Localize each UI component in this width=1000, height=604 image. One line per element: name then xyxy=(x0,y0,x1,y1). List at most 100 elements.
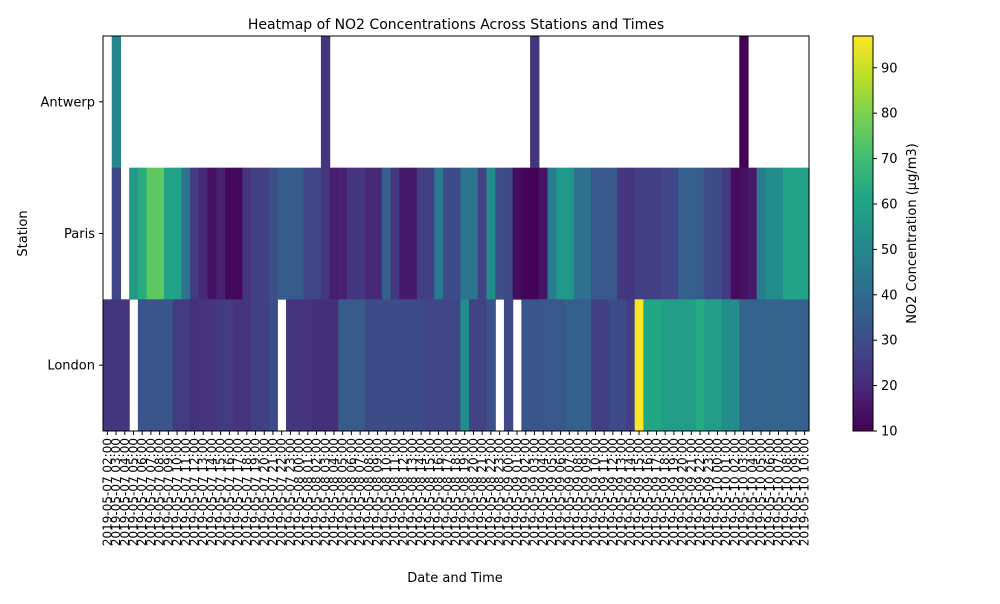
x-tick-label: 2019-05-08 09:00 xyxy=(371,438,385,546)
heatmap-cell xyxy=(721,167,732,300)
x-tick-label: 2019-05-09 10:00 xyxy=(588,438,602,546)
heatmap-cell xyxy=(634,299,644,432)
heatmap-cell xyxy=(756,167,767,300)
colorbar-tick-label: 50 xyxy=(881,243,898,258)
heatmap-cells xyxy=(103,36,810,432)
y-axis-ticks: Antwerp Paris London xyxy=(41,95,103,374)
x-tick-label: 2019-05-07 04:00 xyxy=(118,438,132,546)
heatmap-cell xyxy=(460,167,470,300)
heatmap-cell xyxy=(303,167,313,300)
x-tick-label: 2019-05-08 16:00 xyxy=(432,438,446,546)
heatmap-cell xyxy=(704,167,714,300)
heatmap-cell xyxy=(251,299,261,432)
x-tick-label: 2019-05-07 02:00 xyxy=(100,438,114,546)
x-tick-label: 2019-05-07 19:00 xyxy=(249,438,263,546)
heatmap-cell xyxy=(390,299,400,432)
heatmap-cell xyxy=(399,299,409,432)
heatmap-cell xyxy=(495,167,505,300)
heatmap-cell xyxy=(739,36,749,168)
x-tick-label: 2019-05-08 03:00 xyxy=(318,438,332,546)
x-tick-label: 2019-05-09 23:00 xyxy=(702,438,716,546)
x-tick-label: 2019-05-07 12:00 xyxy=(188,438,202,546)
heatmap-cell xyxy=(181,167,191,300)
heatmap-cell xyxy=(320,36,331,168)
x-tick-label: 2019-05-08 22:00 xyxy=(484,438,498,546)
heatmap-cell xyxy=(190,299,200,432)
x-tick-label: 2019-05-10 07:00 xyxy=(771,438,785,546)
colorbar-tick-label: 40 xyxy=(881,288,898,303)
heatmap-cell xyxy=(530,167,540,300)
x-tick-label: 2019-05-09 19:00 xyxy=(667,438,681,546)
heatmap-cell xyxy=(312,167,322,300)
heatmap-cell xyxy=(225,299,235,432)
heatmap-cell xyxy=(198,167,209,300)
x-tick-label: 2019-05-08 14:00 xyxy=(414,438,428,546)
colorbar-tick-label: 70 xyxy=(881,152,898,167)
x-tick-label: 2019-05-07 15:00 xyxy=(214,438,228,546)
heatmap-cell xyxy=(721,299,732,432)
x-tick-label: 2019-05-09 21:00 xyxy=(684,438,698,546)
heatmap-cell xyxy=(686,167,697,300)
heatmap-cell xyxy=(730,167,740,300)
x-tick-label: 2019-05-08 01:00 xyxy=(301,438,315,546)
heatmap-cell xyxy=(408,299,418,432)
x-tick-label: 2019-05-10 08:00 xyxy=(780,438,794,546)
heatmap-cell xyxy=(390,167,400,300)
heatmap-cell xyxy=(486,167,496,300)
heatmap-cell xyxy=(547,167,557,300)
chart-title: Heatmap of NO2 Concentrations Across Sta… xyxy=(248,17,664,33)
heatmap-cell xyxy=(425,167,435,300)
x-tick-label: 2019-05-09 08:00 xyxy=(571,438,585,546)
x-tick-label: 2019-05-08 11:00 xyxy=(388,438,402,546)
heatmap-cell xyxy=(111,299,122,432)
heatmap-cell xyxy=(591,167,601,300)
heatmap-cell xyxy=(713,167,723,300)
heatmap-cell xyxy=(216,299,226,432)
x-axis-label: Date and Time xyxy=(407,571,503,586)
heatmap-cell xyxy=(111,36,122,168)
heatmap-cell xyxy=(225,167,235,300)
heatmap-cell xyxy=(364,167,374,300)
heatmap-cell xyxy=(207,167,217,300)
x-tick-label: 2019-05-08 23:00 xyxy=(493,438,507,546)
heatmap-cell xyxy=(338,167,348,300)
colorbar-tick-label: 10 xyxy=(881,425,898,440)
x-tick-label: 2019-05-09 05:00 xyxy=(545,438,559,546)
x-tick-label: 2019-05-09 22:00 xyxy=(693,438,707,546)
x-tick-label: 2019-05-08 02:00 xyxy=(310,438,324,546)
heatmap-cell xyxy=(242,167,252,300)
heatmap-cell xyxy=(538,299,549,432)
heatmap-cell xyxy=(625,167,636,300)
heatmap-cell xyxy=(643,167,653,300)
x-tick-label: 2019-05-07 17:00 xyxy=(231,438,245,546)
heatmap-cell xyxy=(469,299,479,432)
heatmap-cell xyxy=(172,167,183,300)
x-tick-label: 2019-05-10 10:00 xyxy=(798,438,812,546)
colorbar-tick-label: 30 xyxy=(881,334,898,349)
heatmap-cell xyxy=(608,299,618,432)
x-tick-label: 2019-05-07 23:00 xyxy=(283,438,297,546)
heatmap-cell xyxy=(381,167,392,300)
heatmap-cell xyxy=(320,167,331,300)
x-tick-label: 2019-05-08 21:00 xyxy=(475,438,489,546)
colorbar-tick-label: 90 xyxy=(881,61,898,76)
x-tick-label: 2019-05-09 15:00 xyxy=(632,438,646,546)
heatmap-cell xyxy=(765,299,775,432)
heatmap-cell xyxy=(286,167,296,300)
heatmap-cell xyxy=(216,167,226,300)
heatmap-cell xyxy=(678,167,688,300)
x-tick-label: 2019-05-07 22:00 xyxy=(275,438,289,546)
heatmap-cell xyxy=(294,299,305,432)
colorbar-ticks: 10 20 30 40 50 60 70 80 90 xyxy=(873,61,898,440)
heatmap-cell xyxy=(460,299,470,432)
x-tick-label: 2019-05-09 18:00 xyxy=(658,438,672,546)
heatmap-cell xyxy=(652,167,662,300)
x-tick-label: 2019-05-10 02:00 xyxy=(728,438,742,546)
heatmap-cell xyxy=(137,299,148,432)
heatmap-cell xyxy=(695,167,706,300)
heatmap-cell xyxy=(355,167,366,300)
heatmap-cell xyxy=(442,167,453,300)
colorbar-tick-label: 20 xyxy=(881,379,898,394)
